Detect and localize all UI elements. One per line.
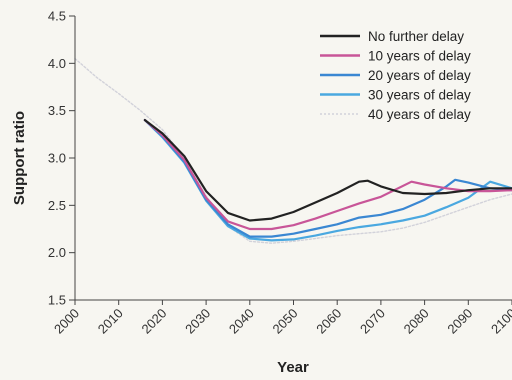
- y-tick-label: 3.5: [48, 103, 66, 118]
- x-tick-label: 2070: [357, 306, 388, 337]
- x-tick-label: 2100: [488, 306, 512, 337]
- x-tick-label: 2080: [401, 306, 432, 337]
- x-tick-label: 2040: [226, 306, 257, 337]
- plot-lines: [74, 57, 512, 244]
- series-line-2: [143, 118, 512, 238]
- series-line-3: [143, 118, 512, 231]
- legend: No further delay 10 years of delay 20 year…: [320, 29, 471, 122]
- x-tick-label: 2050: [270, 306, 301, 337]
- x-axis-title: Year: [277, 359, 309, 376]
- legend-label: 10 years of delay: [368, 49, 471, 64]
- x-tick-label: 2030: [182, 306, 213, 337]
- y-tick-label: 4.5: [48, 9, 66, 24]
- legend-label: 20 years of delay: [368, 68, 471, 83]
- x-tick-label: 2090: [444, 306, 475, 337]
- legend-label: 30 years of delay: [368, 88, 471, 103]
- legend-label: 40 years of delay: [368, 107, 471, 122]
- y-tick-label: 1.5: [48, 293, 66, 308]
- y-axis-title: Support ratio: [11, 111, 28, 205]
- x-tick-label: 2000: [51, 306, 82, 337]
- y-tick-label: 3.0: [48, 151, 66, 166]
- x-ticks: 2000 2010 2020 2030 2040 2050 2060 2070 2080 2090…: [51, 300, 512, 337]
- y-ticks: 1.5 2.0 2.5 3.0 3.5 4.0 4.5: [48, 9, 75, 308]
- y-tick-label: 2.0: [48, 245, 66, 260]
- y-tick-label: 4.0: [48, 56, 66, 71]
- x-tick-label: 2060: [313, 306, 344, 337]
- legend-label: No further delay: [368, 29, 464, 44]
- series-line-0: [74, 57, 512, 244]
- x-tick-label: 2020: [138, 306, 169, 337]
- y-tick-label: 2.5: [48, 198, 66, 213]
- x-tick-label: 2010: [95, 306, 126, 337]
- series-line-4: [143, 118, 512, 222]
